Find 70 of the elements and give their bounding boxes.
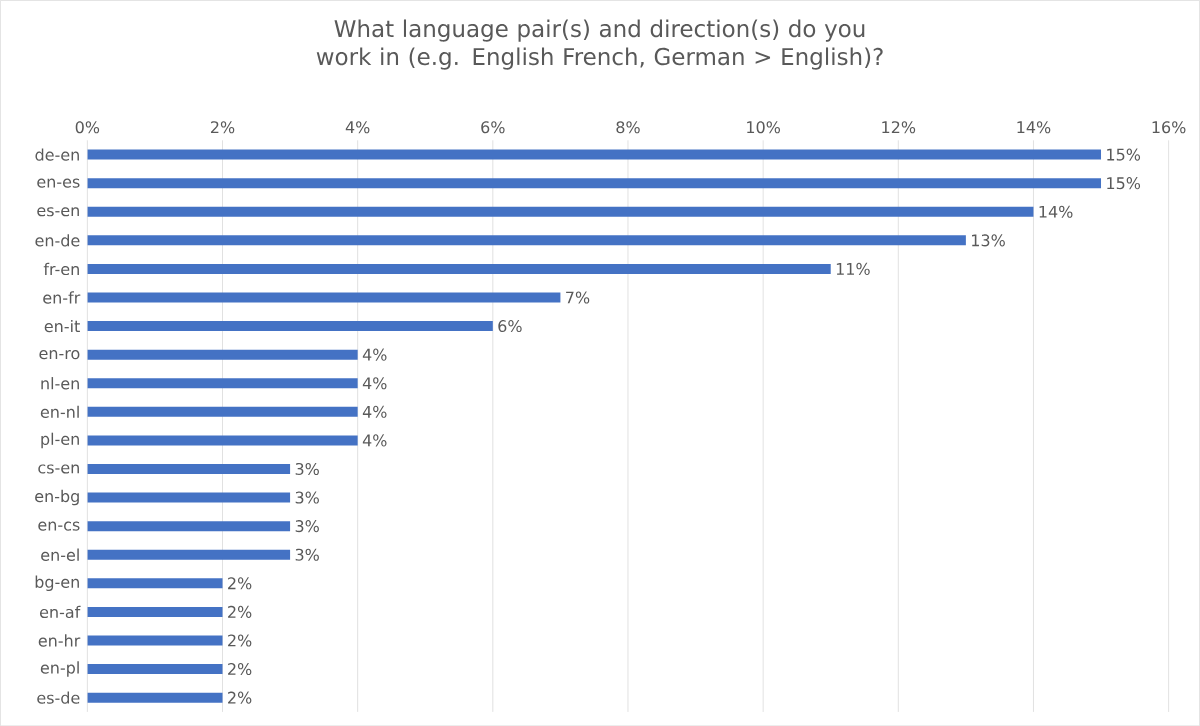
data-label: 15%: [1107, 148, 1141, 161]
data-label: 2%: [228, 662, 252, 675]
data-label: 6%: [498, 319, 522, 332]
data-label: 2%: [228, 691, 252, 704]
y-tick-label: es-en: [37, 207, 79, 217]
bar: [87, 692, 223, 703]
bar: [87, 378, 358, 389]
bar: [87, 521, 291, 531]
y-tick-label: en-it: [44, 319, 80, 333]
x-tick-label: 6%: [481, 121, 505, 134]
y-tick-label: en-cs: [38, 521, 80, 531]
bar: [87, 549, 291, 560]
y-tick-label: en-bg: [35, 489, 79, 506]
x-tick-label: 0%: [75, 121, 100, 134]
y-tick-label: en-nl: [40, 405, 79, 418]
y-tick-label: nl-en: [41, 376, 79, 390]
bar: [87, 463, 291, 474]
bar: [87, 149, 1102, 160]
y-tick-label: en-es: [37, 178, 80, 188]
data-label: 2%: [228, 605, 252, 618]
bar: [87, 606, 223, 617]
bar: [87, 349, 358, 360]
data-label: 14%: [1039, 205, 1073, 218]
bar: [87, 492, 291, 503]
data-label: 7%: [566, 291, 590, 304]
data-label: 3%: [295, 491, 319, 504]
data-label: 11%: [836, 262, 870, 275]
x-tick-label: 14%: [1017, 121, 1051, 134]
y-tick-label: fr-en: [43, 262, 79, 275]
data-label: 15%: [1107, 176, 1141, 190]
y-tick-label: en-de: [35, 234, 80, 247]
data-label: 3%: [295, 548, 319, 561]
y-tick-label: de-en: [35, 148, 79, 161]
bar: [87, 635, 223, 646]
data-label: 2%: [228, 634, 252, 647]
data-label: 4%: [362, 348, 387, 361]
y-tick-label: bg-en: [35, 575, 79, 591]
y-tick-label: cs-en: [38, 464, 79, 474]
x-tick-label: 12%: [882, 121, 916, 134]
data-label: 2%: [228, 577, 252, 590]
bar: [87, 435, 358, 446]
y-tick-label: en-fr: [43, 291, 81, 304]
x-tick-label: 10%: [747, 121, 781, 134]
bar: [87, 206, 1034, 217]
bar: [87, 178, 1102, 189]
chart-title: What language pair(s) and direction(s) do you work in (e.g. English French, German > English)?: [316, 19, 883, 70]
y-tick-label: en-pl: [40, 661, 79, 677]
bar: [87, 235, 966, 246]
bar: [87, 263, 831, 274]
y-tick-label: es-de: [37, 691, 80, 704]
x-tick-label: 2%: [210, 121, 235, 134]
data-label: 4%: [362, 405, 387, 418]
y-tick-label: en-hr: [38, 634, 81, 647]
bar: [87, 406, 358, 417]
data-label: 4%: [362, 434, 387, 447]
y-tick-label: en-el: [41, 548, 79, 561]
bar: [87, 578, 223, 589]
data-label: 3%: [295, 462, 319, 475]
bar: [87, 320, 493, 331]
data-label: 4%: [362, 377, 387, 390]
y-tick-label: en-ro: [39, 349, 80, 360]
y-tick-label: en-af: [40, 605, 81, 618]
data-label: 13%: [972, 234, 1005, 247]
bar: [87, 663, 223, 674]
data-label: 3%: [295, 519, 319, 533]
x-tick-label: 8%: [616, 121, 640, 134]
x-tick-label: 16%: [1152, 121, 1186, 134]
bar: [87, 292, 561, 303]
y-tick-label: pl-en: [41, 432, 79, 448]
x-tick-label: 4%: [345, 121, 370, 134]
